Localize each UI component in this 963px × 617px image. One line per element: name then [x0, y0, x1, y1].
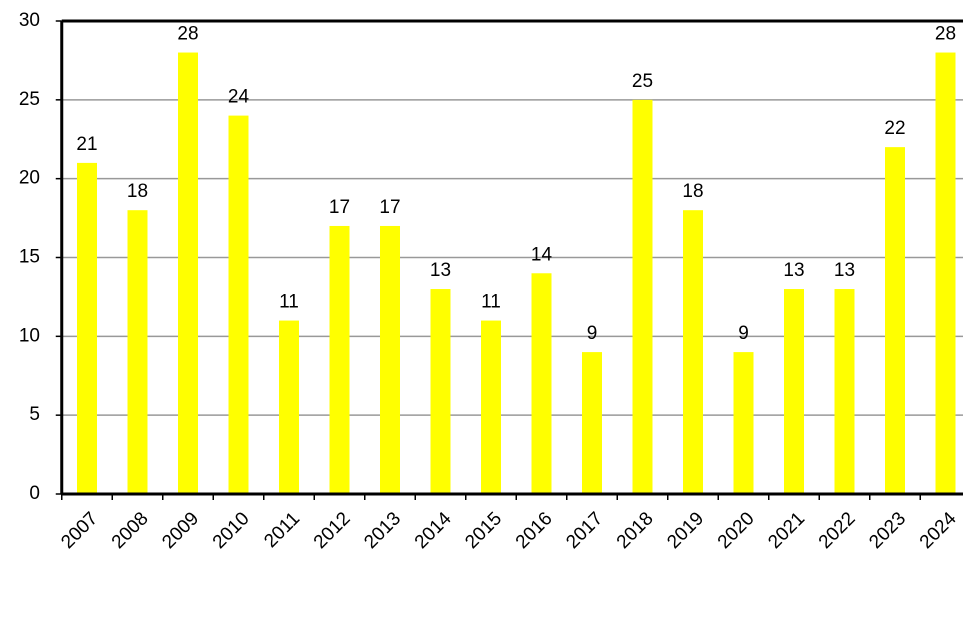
bar — [329, 225, 350, 494]
data-label: 9 — [587, 323, 598, 344]
data-label: 17 — [379, 197, 400, 218]
bar — [430, 289, 451, 494]
bar — [733, 352, 754, 494]
bar — [935, 52, 956, 495]
x-tick-label: 2018 — [613, 508, 658, 553]
x-tick-label: 2024 — [916, 508, 961, 553]
x-tick-label: 2013 — [360, 508, 405, 553]
x-tick-label: 2022 — [815, 508, 860, 553]
data-label: 18 — [682, 181, 703, 202]
x-tick-label: 2021 — [764, 508, 809, 553]
bar — [885, 147, 905, 494]
y-tick-label: 20 — [19, 168, 40, 189]
x-tick-label: 2016 — [512, 508, 557, 553]
data-label: 13 — [430, 260, 451, 281]
data-label: 24 — [228, 87, 250, 108]
x-tick-label: 2011 — [260, 508, 304, 552]
data-label: 17 — [329, 197, 350, 218]
y-tick-label: 10 — [19, 325, 40, 346]
x-tick-label: 2020 — [714, 508, 759, 553]
data-label: 18 — [127, 181, 148, 202]
data-label: 13 — [783, 260, 804, 281]
data-label: 11 — [481, 292, 501, 313]
bar — [632, 99, 653, 494]
x-tick-label: 2015 — [461, 508, 506, 553]
bar — [683, 210, 703, 494]
x-tick-label: 2023 — [865, 508, 910, 553]
bar — [380, 225, 400, 494]
bar — [582, 352, 602, 494]
x-tick-label: 2014 — [411, 508, 456, 553]
data-label: 25 — [632, 71, 653, 92]
bar — [784, 289, 804, 494]
x-tick-label: 2008 — [108, 508, 153, 553]
bar — [178, 52, 198, 495]
bar — [279, 320, 299, 494]
y-tick-label: 30 — [19, 10, 40, 31]
bar — [481, 320, 501, 494]
x-tick-label: 2017 — [562, 508, 607, 553]
y-tick-label: 25 — [19, 89, 40, 110]
y-tick-label: 15 — [19, 247, 40, 268]
x-tick-label: 2010 — [209, 508, 254, 553]
bar — [228, 115, 249, 494]
x-tick-label: 2007 — [57, 508, 102, 553]
x-tick-label: 2012 — [310, 508, 355, 553]
bar — [127, 210, 148, 494]
data-label: 9 — [738, 323, 749, 344]
bar — [531, 273, 552, 494]
data-label: 21 — [76, 134, 97, 155]
data-label: 28 — [935, 24, 956, 45]
y-tick-label: 0 — [29, 483, 40, 504]
y-tick-label: 5 — [29, 404, 40, 425]
data-label: 28 — [177, 24, 198, 45]
bar — [834, 289, 855, 494]
bar — [77, 162, 97, 494]
data-label: 14 — [531, 244, 553, 265]
data-label: 11 — [279, 292, 299, 313]
data-label: 22 — [884, 118, 905, 139]
data-label: 13 — [834, 260, 855, 281]
x-tick-label: 2019 — [663, 508, 708, 553]
x-tick-label: 2009 — [158, 508, 203, 553]
